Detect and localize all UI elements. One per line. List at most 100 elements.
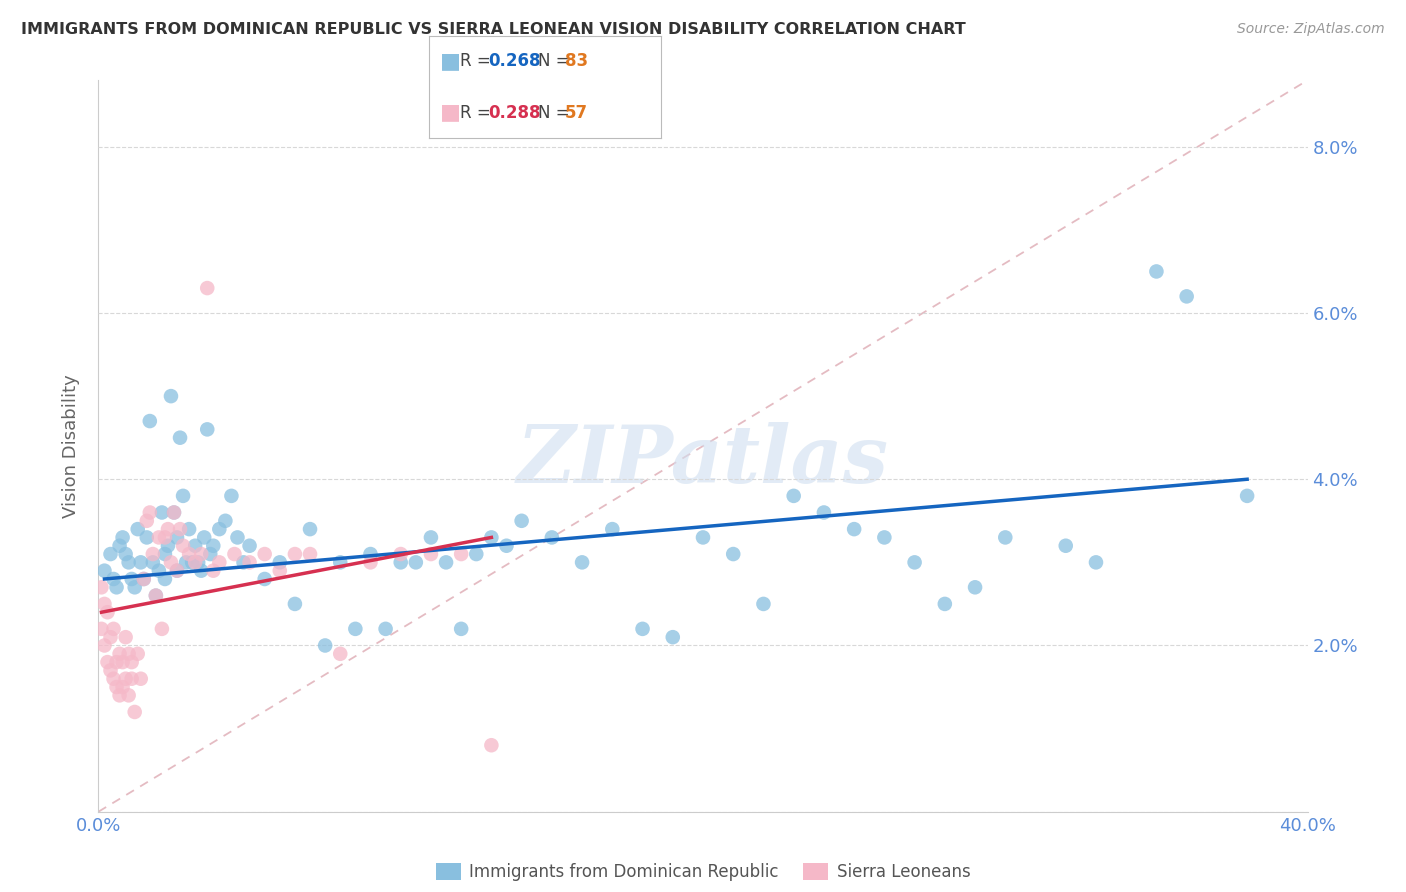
Point [329, 555, 352, 569]
Point [111, 680, 134, 694]
Point [195, 422, 218, 436]
Point [481, 530, 503, 544]
Point [465, 547, 488, 561]
Point [156, 539, 179, 553]
Text: ZIPatlas: ZIPatlas [517, 422, 889, 500]
Point [450, 622, 472, 636]
Point [602, 522, 624, 536]
Point [269, 564, 291, 578]
Point [193, 530, 215, 544]
Point [114, 672, 136, 686]
Point [184, 555, 207, 569]
Point [160, 389, 183, 403]
Point [1085, 555, 1108, 569]
Point [284, 547, 307, 561]
Point [208, 555, 231, 569]
Point [150, 622, 173, 636]
Text: 83: 83 [565, 53, 588, 70]
Text: 0.268: 0.268 [488, 53, 540, 70]
Point [153, 547, 176, 561]
Point [124, 705, 146, 719]
Point [93, 597, 115, 611]
Point [179, 522, 201, 536]
Point [253, 547, 276, 561]
Point [166, 530, 188, 544]
Point [172, 489, 194, 503]
Point [187, 555, 209, 569]
Point [103, 572, 125, 586]
Point [139, 506, 162, 520]
Point [783, 489, 806, 503]
Point [129, 672, 152, 686]
Point [118, 555, 141, 569]
Point [153, 530, 176, 544]
Text: Source: ZipAtlas.com: Source: ZipAtlas.com [1237, 22, 1385, 37]
Point [166, 564, 188, 578]
Point [160, 555, 183, 569]
Point [420, 547, 443, 561]
Text: IMMIGRANTS FROM DOMINICAN REPUBLIC VS SIERRA LEONEAN VISION DISABILITY CORRELATI: IMMIGRANTS FROM DOMINICAN REPUBLIC VS SI… [21, 22, 966, 37]
Point [172, 539, 194, 553]
Point [631, 622, 654, 636]
Point [571, 555, 593, 569]
Point [239, 539, 262, 553]
Point [163, 506, 186, 520]
Text: 57: 57 [565, 103, 588, 121]
Point [111, 530, 134, 544]
Point [135, 514, 157, 528]
Point [148, 564, 170, 578]
Point [1054, 539, 1077, 553]
Point [150, 506, 173, 520]
Text: N =: N = [538, 53, 575, 70]
Point [121, 672, 143, 686]
Point [420, 530, 443, 544]
Point [139, 414, 162, 428]
Point [1175, 289, 1198, 303]
Point [481, 738, 503, 752]
Point [121, 655, 143, 669]
Point [434, 555, 457, 569]
Point [184, 539, 207, 553]
Text: R =: R = [460, 53, 496, 70]
Point [190, 547, 212, 561]
Text: N =: N = [538, 103, 575, 121]
Point [200, 547, 222, 561]
Point [105, 580, 128, 594]
Point [374, 622, 396, 636]
Text: 0.288: 0.288 [488, 103, 540, 121]
Point [145, 589, 167, 603]
Point [169, 431, 191, 445]
Point [269, 555, 291, 569]
Point [148, 530, 170, 544]
Point [90, 580, 112, 594]
Point [103, 622, 125, 636]
Point [389, 555, 412, 569]
Point [90, 622, 112, 636]
Point [405, 555, 427, 569]
Point [108, 647, 131, 661]
Point [118, 647, 141, 661]
Text: ■: ■ [440, 52, 461, 71]
Point [873, 530, 896, 544]
Point [723, 547, 745, 561]
Point [202, 564, 225, 578]
Point [253, 572, 276, 586]
Point [208, 522, 231, 536]
Point [904, 555, 927, 569]
Point [389, 547, 412, 561]
Point [224, 547, 246, 561]
Point [96, 655, 118, 669]
Point [108, 689, 131, 703]
Point [190, 564, 212, 578]
Point [142, 547, 165, 561]
Point [129, 555, 152, 569]
Point [226, 530, 249, 544]
Point [142, 555, 165, 569]
Point [813, 506, 835, 520]
Point [135, 530, 157, 544]
Point [100, 630, 122, 644]
Point [111, 655, 134, 669]
Point [450, 547, 472, 561]
Point [540, 530, 562, 544]
Point [181, 555, 204, 569]
